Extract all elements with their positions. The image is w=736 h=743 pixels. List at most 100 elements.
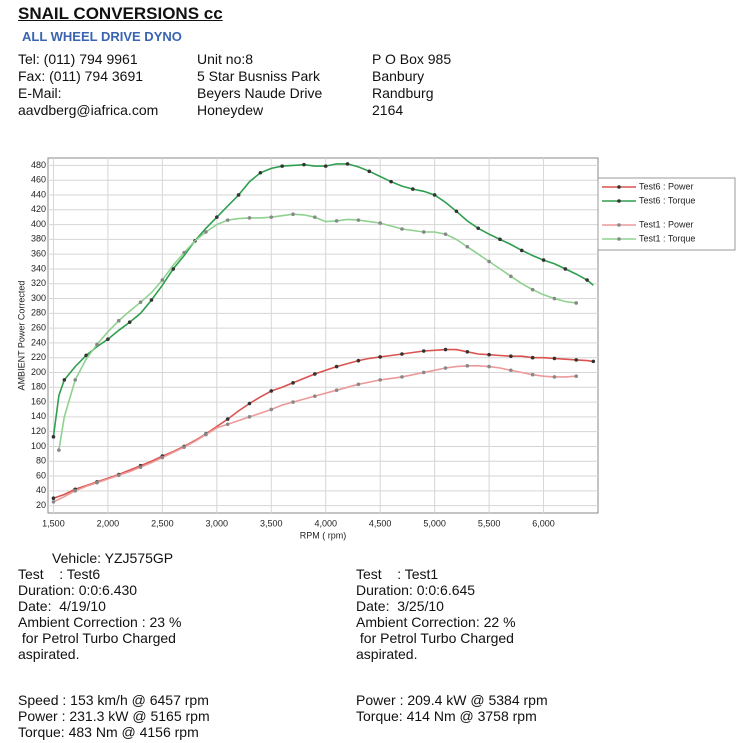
x-tick-label: 2,000 (97, 518, 120, 528)
data-point (313, 215, 317, 219)
result-line: Speed : 153 km/h @ 6457 rpm (18, 692, 209, 708)
data-point (487, 259, 491, 264)
legend-box (597, 177, 736, 251)
data-point (421, 230, 426, 234)
data-point (487, 352, 491, 357)
test-line: Duration: 0:0:6.430 (18, 582, 138, 598)
data-point (334, 219, 339, 223)
data-point (465, 364, 470, 368)
contact-line: aavdberg@iafrica.com (18, 102, 159, 118)
contact-line: Fax: (011) 794 3691 (18, 68, 144, 84)
test-line: aspirated. (356, 646, 418, 662)
test-line: Date: 4/19/10 (18, 598, 106, 614)
data-point (57, 448, 61, 452)
data-point (127, 320, 132, 324)
data-point (236, 193, 241, 197)
result-line: Torque: 483 Nm @ 4156 rpm (18, 724, 199, 740)
test-line: aspirated. (18, 646, 80, 662)
y-tick-label: 60 (36, 470, 46, 480)
data-point (95, 480, 99, 485)
y-axis-label: AMBIENT Power Corrected (16, 281, 26, 391)
data-point (591, 359, 596, 364)
contact-line: Randburg (372, 85, 434, 101)
results: Speed : 153 km/h @ 6457 rpm Power : 231.3… (18, 692, 210, 740)
contact-column: P O Box 985 Banbury Randburg 2164 (372, 51, 451, 119)
y-tick-label: 280 (31, 308, 46, 318)
y-tick-label: 420 (31, 204, 46, 214)
data-point (509, 368, 513, 373)
test-line: Duration: 0:0:6.645 (356, 582, 476, 598)
data-point (73, 378, 78, 382)
contact-line: P O Box 985 (372, 51, 452, 67)
contact-line: Beyers Naude Drive (197, 85, 323, 101)
test-line: Ambient Correction : 23 % (18, 614, 182, 630)
data-point (171, 267, 176, 271)
data-point (51, 500, 56, 504)
y-tick-label: 100 (31, 441, 46, 451)
data-point (356, 382, 361, 387)
data-point (454, 209, 459, 214)
y-tick-label: 180 (31, 382, 46, 392)
data-point (225, 422, 230, 427)
data-point (389, 179, 393, 184)
data-point (400, 375, 404, 379)
data-point (574, 301, 579, 305)
y-tick-label: 40 (36, 485, 46, 495)
data-point (247, 415, 252, 419)
contact-line: Tel: (011) 794 9961 (18, 51, 138, 67)
data-point (182, 445, 186, 449)
legend-marker (617, 237, 621, 241)
y-tick-label: 200 (31, 367, 46, 377)
test-line: Test : Test6 (18, 566, 101, 582)
data-point (302, 162, 306, 167)
data-point (367, 169, 372, 174)
y-tick-label: 80 (36, 456, 46, 466)
data-point (378, 378, 382, 382)
data-point (258, 170, 263, 175)
data-point (204, 230, 208, 234)
data-point (269, 407, 274, 412)
x-tick-label: 5,000 (423, 518, 446, 528)
test-details: Test : Test6 Duration: 0:0:6.430 Date: 4/1… (18, 566, 181, 662)
series-line (52, 163, 594, 437)
data-point (552, 356, 557, 361)
y-tick-label: 440 (31, 189, 46, 199)
contact-column: Unit no:8 5 Star Busniss Park Beyers Naude… (197, 51, 322, 119)
data-point (247, 216, 252, 220)
data-point (160, 278, 165, 282)
data-point (443, 347, 448, 352)
data-point (225, 417, 230, 421)
legend-marker (617, 199, 621, 203)
x-tick-label: 5,500 (478, 518, 501, 528)
x-axis-label: RPM ( rpm) (300, 530, 347, 540)
legend-marker (617, 223, 621, 227)
data-point (291, 212, 295, 217)
data-point (552, 375, 557, 379)
y-tick-label: 340 (31, 263, 46, 273)
test-line: Test : Test1 (356, 566, 439, 582)
data-point (465, 244, 470, 249)
data-point (116, 318, 121, 323)
data-point (182, 250, 186, 255)
plot-area (47, 157, 599, 514)
y-tick-label: 120 (31, 426, 46, 436)
test-details: Test : Test1 Duration: 0:0:6.645 Date: 3/2… (356, 566, 516, 662)
data-point (356, 358, 361, 363)
test-line: for Petrol Turbo Charged (356, 630, 514, 646)
series-line (53, 348, 594, 499)
x-tick-label: 1,500 (42, 518, 65, 528)
x-tick-label: 6,000 (532, 518, 555, 528)
data-point (530, 372, 535, 377)
legend-label: Test6 : Power (639, 181, 694, 191)
contact-line: Unit no:8 (197, 51, 254, 67)
y-tick-label: 220 (31, 352, 46, 362)
data-point (204, 432, 208, 437)
data-point (443, 366, 448, 370)
y-tick-label: 380 (31, 234, 46, 244)
data-point (84, 353, 88, 358)
y-tick-label: 460 (31, 175, 46, 185)
data-point (421, 370, 426, 375)
data-point (563, 267, 568, 271)
data-point (62, 378, 67, 382)
